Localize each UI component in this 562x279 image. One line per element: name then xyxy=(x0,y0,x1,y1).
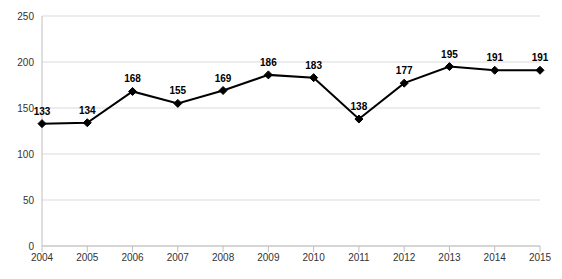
svg-text:2011: 2011 xyxy=(348,252,370,263)
svg-text:150: 150 xyxy=(17,103,34,114)
svg-text:2014: 2014 xyxy=(484,252,507,263)
svg-text:183: 183 xyxy=(305,60,322,71)
svg-text:2009: 2009 xyxy=(257,252,280,263)
svg-text:2006: 2006 xyxy=(121,252,144,263)
svg-text:169: 169 xyxy=(215,73,232,84)
svg-text:191: 191 xyxy=(486,52,503,63)
svg-text:100: 100 xyxy=(17,149,34,160)
svg-text:195: 195 xyxy=(441,49,458,60)
svg-text:2005: 2005 xyxy=(76,252,99,263)
svg-text:2008: 2008 xyxy=(212,252,235,263)
svg-text:177: 177 xyxy=(396,65,413,76)
svg-text:0: 0 xyxy=(28,241,34,252)
svg-text:186: 186 xyxy=(260,57,277,68)
svg-text:168: 168 xyxy=(124,73,141,84)
svg-text:155: 155 xyxy=(169,85,186,96)
svg-text:2012: 2012 xyxy=(393,252,416,263)
svg-text:200: 200 xyxy=(17,57,34,68)
svg-text:250: 250 xyxy=(17,11,34,22)
svg-text:134: 134 xyxy=(79,105,96,116)
svg-text:2015: 2015 xyxy=(529,252,552,263)
svg-text:2004: 2004 xyxy=(31,252,54,263)
svg-text:2010: 2010 xyxy=(303,252,326,263)
svg-text:50: 50 xyxy=(23,195,35,206)
svg-text:2007: 2007 xyxy=(167,252,190,263)
svg-text:191: 191 xyxy=(532,52,549,63)
svg-text:133: 133 xyxy=(34,106,51,117)
svg-text:138: 138 xyxy=(351,101,368,112)
svg-text:2013: 2013 xyxy=(438,252,461,263)
